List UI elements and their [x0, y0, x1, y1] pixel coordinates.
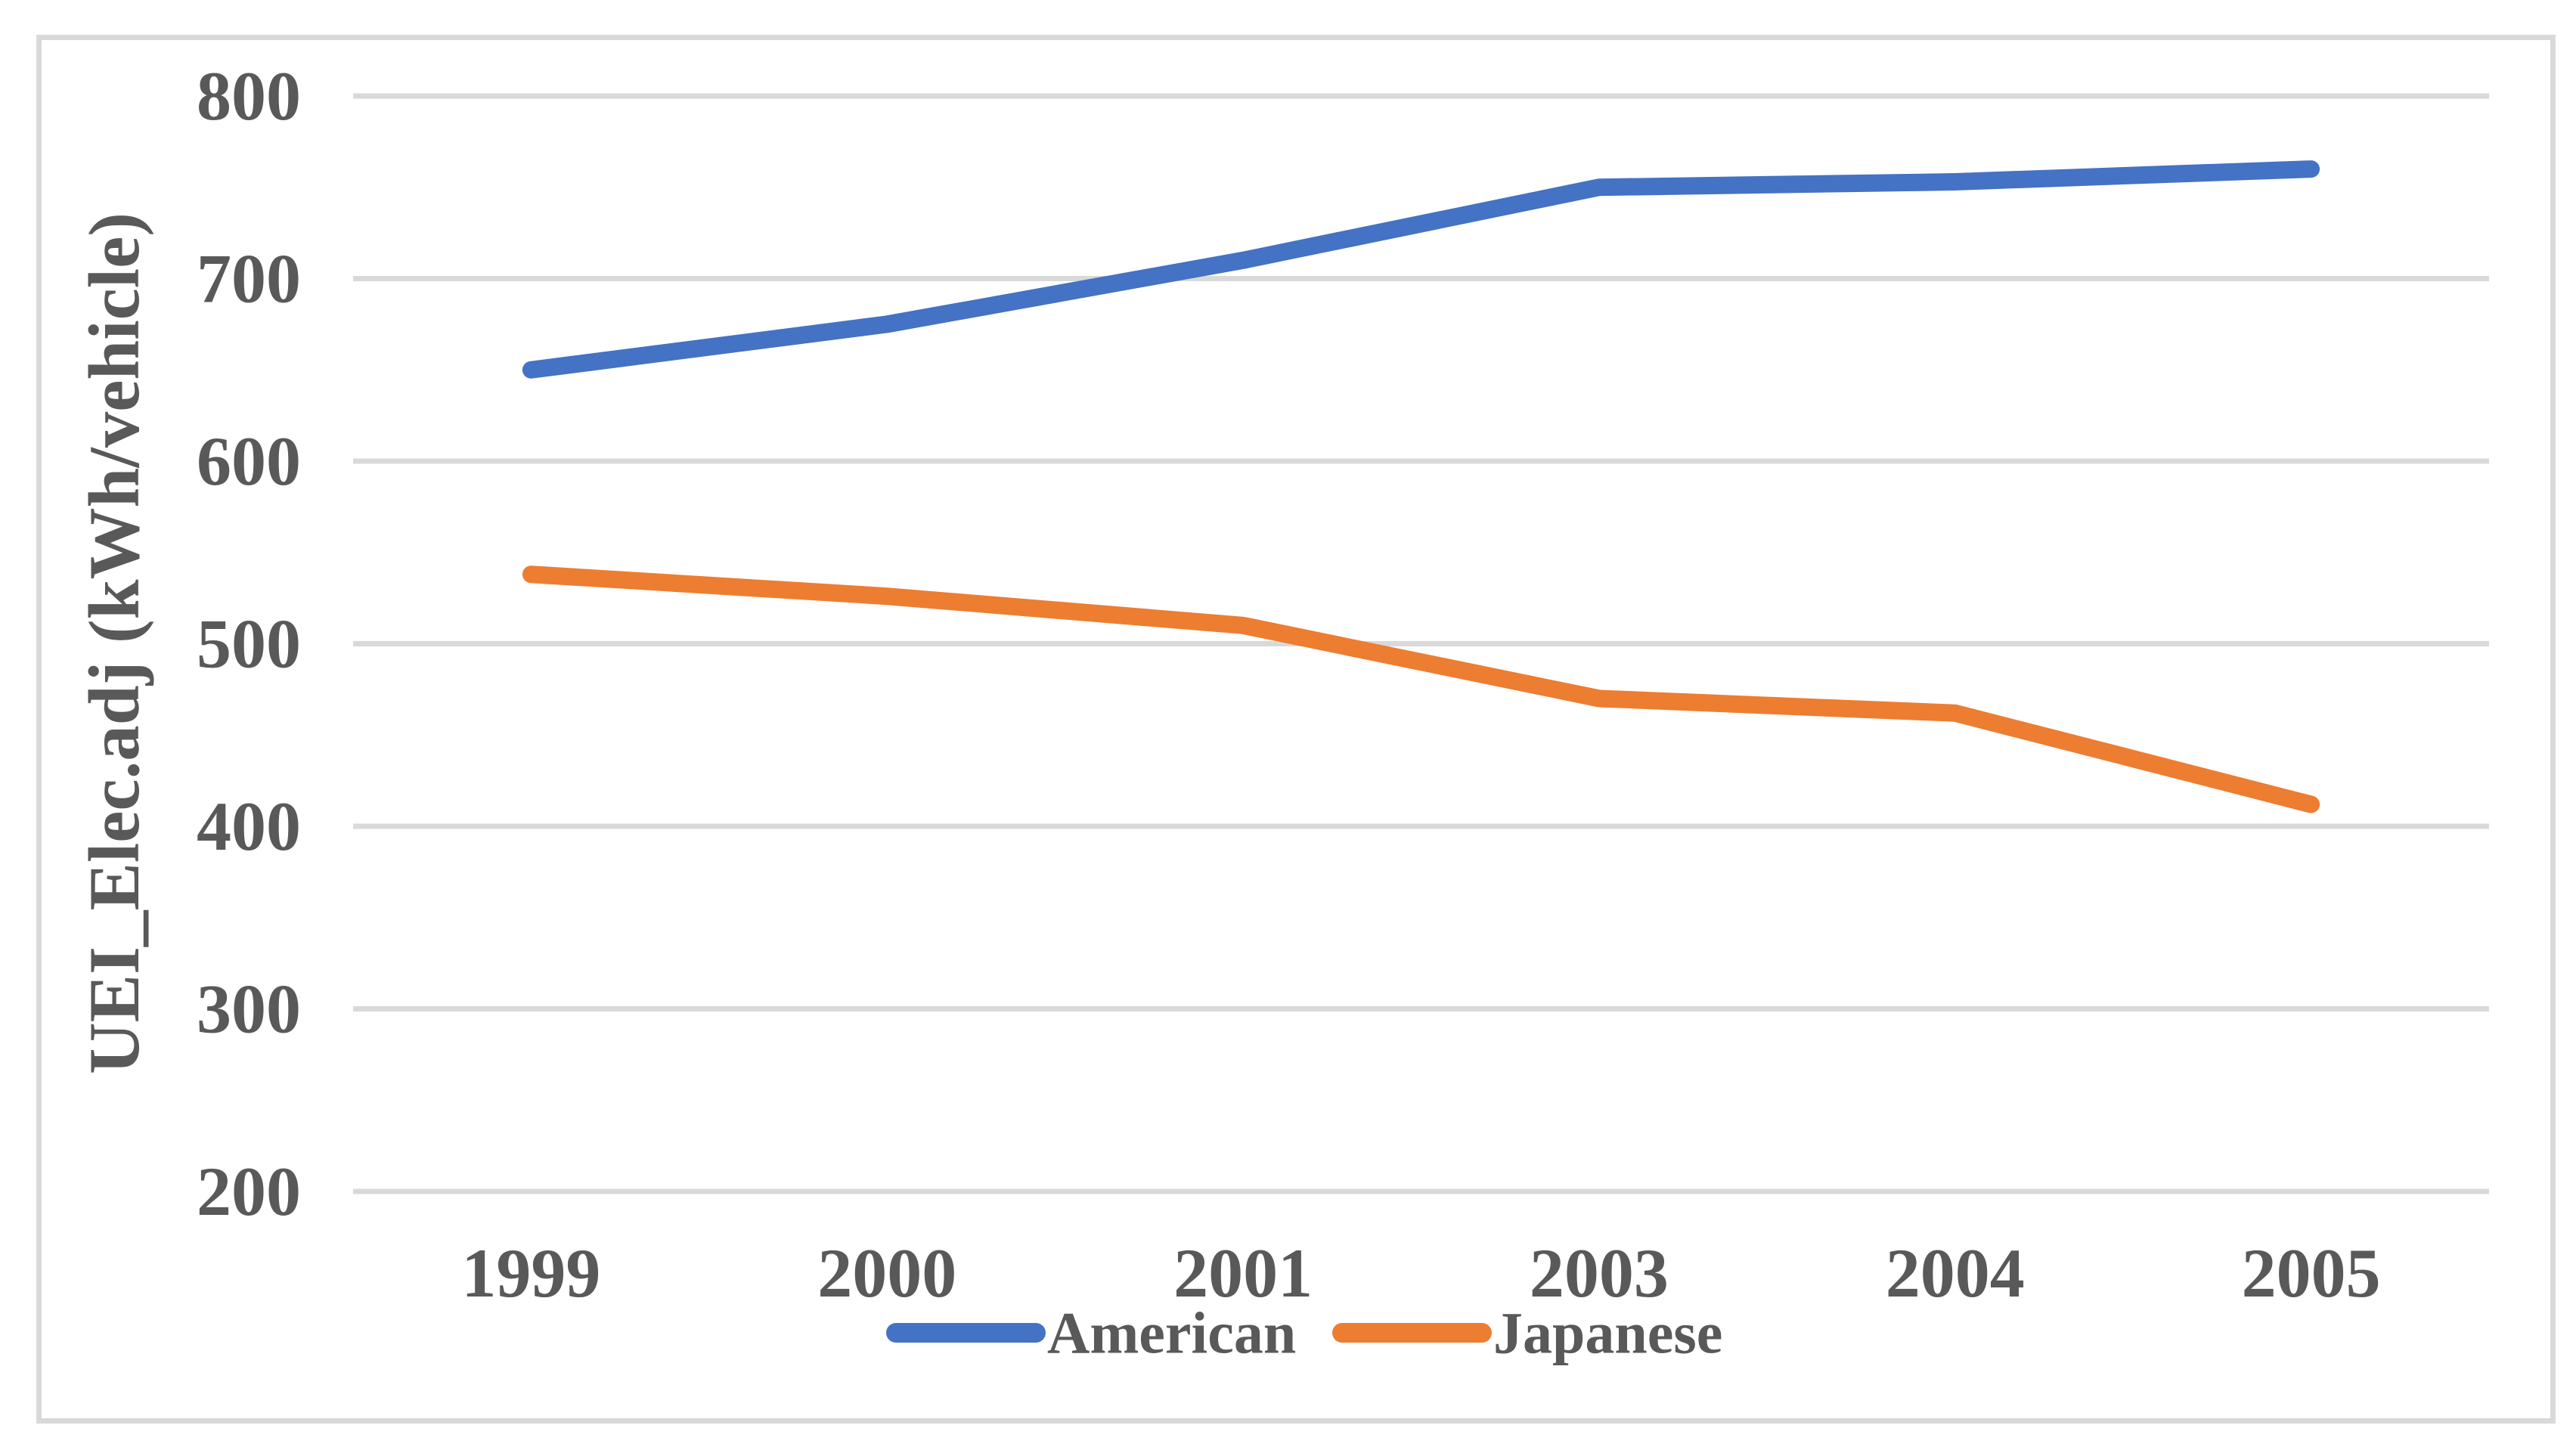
- x-tick-label-2005: 2005: [2242, 1235, 2381, 1312]
- series-line-japanese: [522, 565, 2320, 813]
- y-tick-label-800: 800: [197, 57, 301, 135]
- y-tick-label-500: 500: [197, 606, 301, 683]
- x-tick-label-2001: 2001: [1173, 1235, 1313, 1312]
- y-tick-label-400: 400: [197, 788, 301, 865]
- y-tick-label-600: 600: [197, 423, 301, 500]
- legend-label-japanese: Japanese: [1493, 1300, 1722, 1366]
- x-tick-label-1999: 1999: [461, 1235, 600, 1312]
- y-tick-label-200: 200: [197, 1153, 301, 1230]
- x-tick-label-2004: 2004: [1886, 1235, 2025, 1312]
- y-tick-label-300: 300: [197, 971, 301, 1048]
- y-tick-label-700: 700: [197, 240, 301, 318]
- legend-label-american: American: [1047, 1300, 1296, 1366]
- series-line-american: [522, 160, 2320, 379]
- y-axis-title: UEI_Elec.adj (kWh/vehicle): [74, 212, 154, 1074]
- x-tick-label-2003: 2003: [1530, 1235, 1669, 1312]
- x-tick-label-2000: 2000: [817, 1235, 956, 1312]
- chart-outer-border: [36, 35, 2556, 1424]
- plot-area: 800 700 600 500 400 300 200 1999 2000 2001 2003 200…: [197, 57, 2489, 1366]
